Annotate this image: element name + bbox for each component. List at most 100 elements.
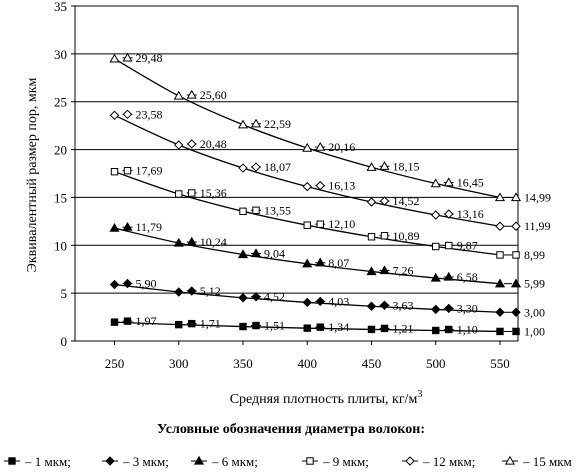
data-point	[366, 162, 377, 171]
data-label: 12,10	[328, 217, 355, 231]
label-marker	[122, 278, 133, 289]
data-label: 20,16	[328, 140, 355, 154]
data-point	[430, 178, 441, 188]
data-labels: 1,97 1,71 1,51 1,34 1,21 1,10 1,00 5,90 5,12 4,52…	[136, 51, 552, 339]
label-marker	[444, 209, 454, 219]
legend-label: – 15 мкм	[522, 454, 572, 469]
legend-label: – 6 мкм;	[211, 454, 258, 469]
data-label: 16,13	[328, 179, 355, 193]
x-tick-label: 250	[105, 356, 125, 371]
data-point	[431, 210, 441, 220]
data-label: 8,07	[328, 256, 349, 270]
label-marker	[379, 265, 390, 275]
plot-area	[74, 5, 519, 342]
data-label: 1,10	[457, 322, 478, 336]
data-point	[238, 293, 248, 303]
label-marker	[123, 166, 132, 175]
label-marker	[188, 319, 196, 328]
data-label: 25,60	[200, 88, 227, 102]
data-point	[495, 307, 505, 317]
x-tick-label: 550	[490, 356, 510, 371]
series-line-5	[114, 114, 501, 227]
data-label: 7,26	[393, 264, 414, 278]
data-label: 5,90	[136, 277, 157, 291]
y-axis-title: Эквивалентный размер пор, мкм	[25, 77, 40, 272]
data-label: 1,71	[200, 317, 221, 331]
data-point	[238, 163, 248, 173]
data-point	[110, 167, 119, 176]
data-point	[237, 119, 249, 129]
data-point	[173, 237, 184, 247]
label-marker	[510, 278, 522, 288]
label-marker	[510, 192, 522, 202]
label-marker	[443, 271, 454, 281]
label-marker	[380, 324, 389, 333]
data-point	[302, 181, 312, 192]
data-label: 14,99	[524, 191, 551, 205]
label-marker	[250, 248, 262, 258]
y-tick-label: 30	[54, 47, 67, 62]
data-point	[302, 297, 312, 308]
label-marker	[379, 196, 390, 206]
label-marker	[316, 220, 324, 228]
data-label: 13,55	[264, 203, 291, 217]
data-point	[175, 190, 183, 198]
label-marker	[511, 221, 521, 231]
legend-marker	[306, 457, 314, 465]
x-axis-title: Средняя плотность плиты, кг/м3	[230, 389, 423, 407]
label-marker	[444, 303, 454, 314]
y-tick-label: 0	[61, 334, 68, 349]
data-label: 14,52	[393, 194, 420, 208]
data-point	[303, 324, 311, 332]
data-point	[109, 222, 120, 232]
legend-marker	[105, 456, 115, 466]
data-label: 18,07	[264, 160, 291, 174]
data-point	[366, 301, 377, 311]
label-marker	[315, 180, 325, 191]
data-point	[432, 242, 440, 251]
legend-item: – 1 мкм;	[4, 454, 71, 469]
data-point	[496, 251, 504, 259]
data-point	[239, 322, 247, 331]
data-label: 1,97	[136, 314, 157, 328]
label-marker	[380, 232, 389, 240]
label-marker	[251, 292, 261, 302]
data-point	[494, 278, 506, 288]
data-point	[302, 258, 313, 268]
label-marker	[122, 109, 133, 120]
label-marker	[315, 296, 325, 307]
data-label: 10,89	[393, 229, 420, 243]
data-label: 18,15	[393, 159, 420, 173]
y-tick-label: 35	[54, 0, 67, 14]
data-point	[432, 326, 440, 335]
label-marker	[250, 118, 262, 128]
data-point	[303, 221, 311, 229]
legend-title: Условные обозначения диаметра волокон:	[157, 422, 425, 437]
data-point	[496, 327, 504, 336]
data-point	[302, 142, 313, 152]
data-point	[366, 197, 377, 207]
label-marker	[123, 317, 132, 325]
data-label: 9,04	[264, 246, 285, 260]
legend-label: – 1 мкм;	[24, 454, 71, 469]
gridlines	[75, 53, 518, 294]
series-lines	[114, 58, 501, 333]
legend-item: – 9 мкм;	[302, 454, 369, 469]
label-marker	[252, 206, 260, 215]
legend-item: – 3 мкм;	[102, 454, 169, 469]
data-label: 1,21	[393, 321, 414, 335]
data-point	[109, 53, 120, 63]
series-markers	[109, 52, 522, 336]
legend: – 1 мкм; – 3 мкм; – 6 мкм; – 9 мкм; – 12 мкм…	[4, 454, 572, 469]
data-point	[494, 192, 506, 202]
data-label: 10,24	[200, 235, 227, 249]
label-marker	[511, 307, 521, 317]
data-label: 1,34	[328, 320, 349, 334]
x-axis-ticks: 250 300 350 400 450 500 550	[105, 341, 510, 371]
data-point	[431, 304, 441, 315]
data-label: 1,00	[524, 324, 545, 338]
data-point	[367, 325, 376, 334]
data-label: 5,12	[200, 284, 221, 298]
label-marker	[443, 177, 454, 187]
data-point	[237, 249, 249, 259]
